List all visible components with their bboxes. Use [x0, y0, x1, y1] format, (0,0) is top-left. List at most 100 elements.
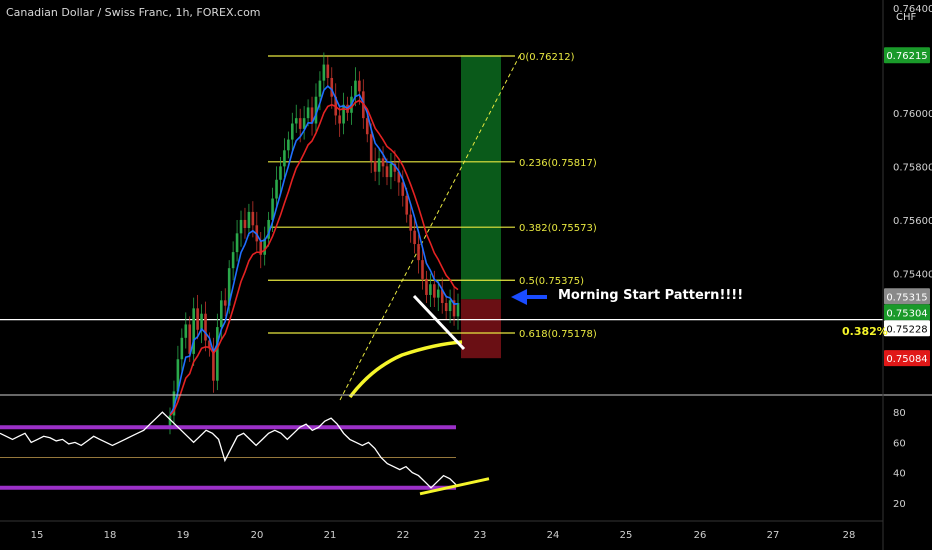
rsi-tick-label: 80: [893, 408, 906, 419]
fib-trend-line[interactable]: [339, 54, 521, 401]
candle: [283, 138, 286, 178]
candle: [212, 337, 215, 393]
fibonacci-retracement[interactable]: 0(0.76212) 0.236(0.75817) 0.382(0.75573) 0.…: [268, 52, 597, 340]
price-tick-label: 0.75800: [893, 162, 932, 173]
candle: [287, 131, 290, 159]
candle: [409, 203, 412, 243]
rsi-tick-label: 40: [893, 469, 906, 480]
candle: [377, 148, 381, 186]
candle: [267, 211, 270, 247]
candle: [310, 96, 314, 136]
candle: [425, 270, 428, 303]
svg-text:0.75084: 0.75084: [886, 354, 927, 365]
price-tick-label: 0.75400: [893, 270, 932, 281]
currency-label: CHF: [896, 12, 917, 23]
candle: [354, 67, 357, 107]
candle: [440, 277, 444, 314]
price-tag: 0.75304: [884, 304, 930, 321]
fib-level-label: 0(0.76212): [519, 52, 575, 63]
candle: [294, 104, 298, 133]
candle: [401, 170, 405, 207]
candle: [208, 332, 211, 357]
candle: [326, 56, 330, 87]
candle: [433, 270, 436, 308]
candle: [322, 52, 326, 92]
candle: [436, 280, 440, 312]
candle: [263, 226, 266, 266]
candle: [302, 106, 306, 140]
candle: [342, 92, 345, 135]
fib-level-label: 0.618(0.75178): [519, 329, 597, 340]
time-tick-label: 26: [694, 530, 707, 541]
candle: [330, 67, 334, 109]
candle: [279, 156, 282, 194]
candle: [385, 158, 389, 186]
candle: [456, 293, 460, 330]
candle: [192, 297, 195, 366]
candle: [389, 152, 393, 190]
time-tick-label: 23: [474, 530, 487, 541]
candle: [452, 286, 456, 326]
candle: [235, 219, 239, 262]
candle: [338, 106, 341, 137]
time-tick-label: 22: [397, 530, 410, 541]
rsi-tick-label: 20: [893, 499, 906, 510]
pattern-annotation: Morning Start Pattern!!!!: [558, 288, 744, 303]
svg-text:0.75315: 0.75315: [886, 292, 927, 303]
long-position-profit-zone[interactable]: [461, 55, 501, 300]
rsi-divergence-line[interactable]: [419, 477, 490, 496]
candle: [247, 203, 251, 237]
time-tick-label: 27: [767, 530, 780, 541]
candle: [413, 217, 416, 254]
candle: [291, 112, 294, 152]
time-tick-label: 20: [251, 530, 264, 541]
fib-level-label: 0.236(0.75817): [519, 158, 597, 169]
rsi-tick-label: 60: [893, 438, 906, 449]
candle: [231, 241, 235, 281]
candle: [275, 166, 278, 208]
yellow-curve-drawing[interactable]: [348, 340, 463, 399]
rsi-pane[interactable]: 80 60 40 20: [0, 408, 906, 510]
time-tick-label: 15: [31, 530, 44, 541]
candle: [196, 294, 199, 340]
fib-percent-label: 0.382%: [842, 325, 888, 338]
price-tick-label: 0.75600: [893, 216, 932, 227]
price-tags: 0.76215 0.75315 0.75304 0.75228 0.75084: [884, 47, 930, 367]
candle: [180, 328, 184, 373]
time-tick-label: 25: [620, 530, 633, 541]
candle: [444, 294, 448, 320]
candle: [239, 210, 243, 247]
candle: [429, 273, 432, 308]
time-tick-label: 19: [177, 530, 190, 541]
svg-text:0.76215: 0.76215: [886, 51, 927, 62]
candle: [168, 407, 172, 435]
svg-text:0.75228: 0.75228: [886, 324, 927, 335]
fib-level-label: 0.382(0.75573): [519, 223, 597, 234]
price-tag: 0.76215: [884, 47, 930, 64]
chart-title: Canadian Dollar / Swiss Franc, 1h, FOREX…: [6, 6, 261, 19]
time-axis[interactable]: 15 18 19 20 21 22 23 24 25 26 27 28: [31, 530, 856, 541]
price-tag: 0.75084: [884, 350, 930, 367]
pattern-trend-line[interactable]: [412, 294, 466, 351]
candle: [358, 71, 361, 105]
price-tick-label: 0.76000: [893, 109, 932, 120]
candle: [373, 147, 377, 182]
candle: [381, 146, 385, 178]
price-tag: 0.75315: [884, 288, 930, 305]
candle: [417, 234, 420, 274]
candlestick-series: [168, 52, 460, 435]
time-tick-label: 24: [547, 530, 560, 541]
price-axis[interactable]: 0.76400 0.76000 0.75800 0.75600 0.75400: [893, 4, 932, 281]
candle: [397, 162, 401, 196]
ema-fast-line: [169, 84, 459, 416]
candle: [259, 232, 263, 269]
candle: [184, 312, 188, 349]
candle: [306, 99, 310, 127]
candle: [448, 289, 452, 324]
price-tag: 0.75228: [884, 320, 930, 337]
candle: [204, 301, 207, 352]
rsi-line: [0, 411, 457, 489]
candle: [314, 83, 318, 133]
long-position-stop-zone[interactable]: [461, 299, 501, 359]
